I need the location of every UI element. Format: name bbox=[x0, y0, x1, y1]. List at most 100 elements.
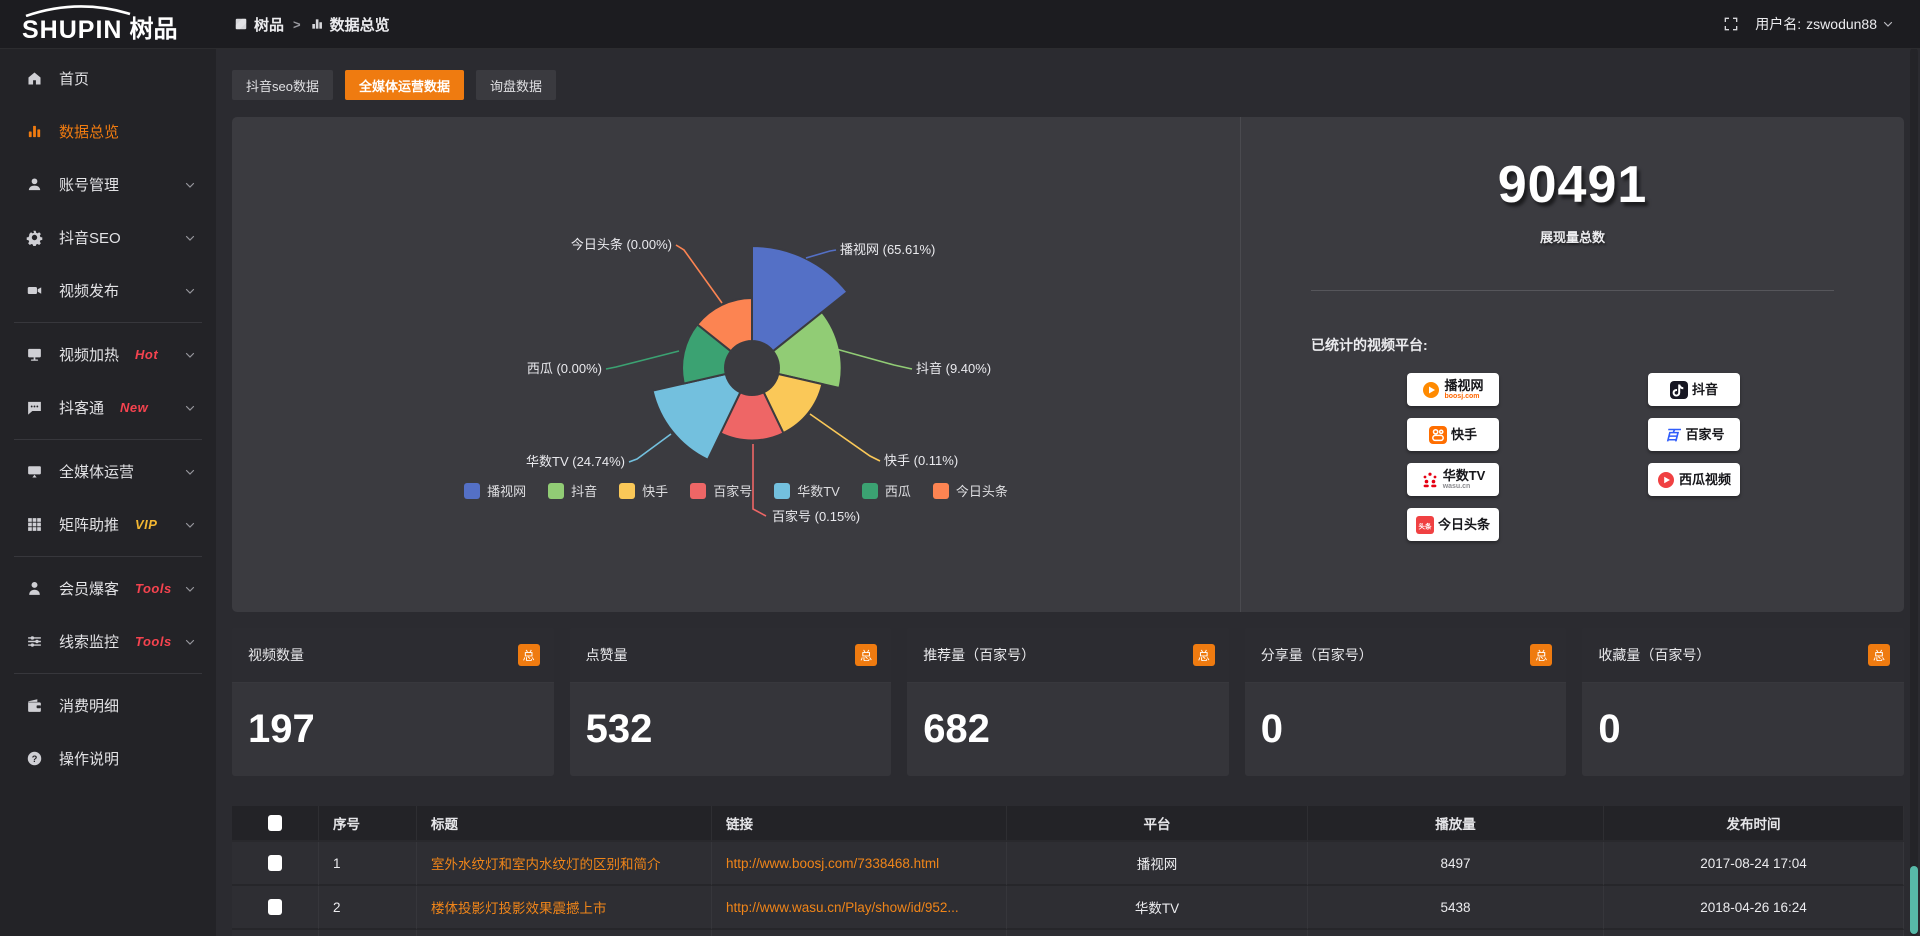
platform-badge-grid: 播视网 boosj.com 抖音 快手 百百家号 华数TV wasu.cn 西瓜视频… bbox=[1241, 373, 1904, 541]
top-header: SHUPIN 树品 树品 > 数据总览 用户名: zswodun88 bbox=[0, 0, 1920, 49]
sidebar-item-operation-guide[interactable]: ? 操作说明 bbox=[0, 732, 216, 785]
chevron-down-icon bbox=[1882, 18, 1894, 30]
sidebar-item-home[interactable]: 首页 bbox=[0, 52, 216, 105]
legend-swatch bbox=[690, 482, 707, 499]
stat-card-value: 682 bbox=[923, 707, 990, 751]
sidebar-item-douyin-seo[interactable]: 抖音SEO bbox=[0, 211, 216, 264]
sidebar-item-data-overview[interactable]: 数据总览 bbox=[0, 105, 216, 158]
sidebar-item-douketong[interactable]: 抖客通 New bbox=[0, 381, 216, 434]
breadcrumb: 树品 > 数据总览 bbox=[234, 14, 390, 35]
sidebar-divider bbox=[14, 439, 202, 440]
label-line bbox=[752, 444, 767, 517]
svg-text:头条: 头条 bbox=[1418, 521, 1432, 530]
sidebar-item-consumption-detail[interactable]: 消费明细 bbox=[0, 679, 216, 732]
total-badge[interactable]: 总 bbox=[1530, 644, 1553, 666]
sliders-icon bbox=[26, 633, 44, 650]
table-row: 2 楼体投影灯投影效果震撼上市 http://www.wasu.cn/Play/… bbox=[232, 886, 1904, 930]
column-header: 序号 bbox=[319, 806, 417, 842]
cell-plays bbox=[1308, 930, 1604, 936]
stat-card-favorite-count: 收藏量（百家号） 总 0 bbox=[1582, 628, 1904, 776]
total-badge[interactable]: 总 bbox=[1867, 644, 1890, 666]
home-icon bbox=[26, 70, 44, 87]
legend-item-今日头条[interactable]: 今日头条 bbox=[932, 481, 1008, 500]
videos-table: 序号 标题 链接 平台 播放量 发布时间 1 室外水纹灯和室内水纹灯的区别和简介 http… bbox=[232, 806, 1904, 936]
cell-index bbox=[319, 930, 417, 936]
wallet-icon bbox=[26, 697, 44, 714]
sidebar-item-account-management[interactable]: 账号管理 bbox=[0, 158, 216, 211]
sidebar-item-video-heating[interactable]: 视频加热 Hot bbox=[0, 328, 216, 381]
scrollbar-thumb[interactable] bbox=[1910, 866, 1918, 934]
summary-divider bbox=[1311, 290, 1834, 291]
cell-title[interactable]: 室外水纹灯和室内水纹灯的区别和简介 bbox=[417, 842, 712, 886]
gear-icon bbox=[26, 229, 44, 246]
svg-text:百: 百 bbox=[1665, 427, 1681, 443]
pie-slice-播视网[interactable] bbox=[751, 244, 849, 353]
cell-link[interactable]: http://www.boosj.com/7338468.html bbox=[712, 842, 1007, 886]
total-badge[interactable]: 总 bbox=[1192, 644, 1215, 666]
stat-card-label: 推荐量（百家号） bbox=[923, 647, 1036, 663]
user-menu[interactable]: 用户名: zswodun88 bbox=[1755, 14, 1894, 34]
platform-badge-kuaishou: 快手 bbox=[1407, 418, 1499, 451]
cell-link[interactable]: http://www.wasu.cn/Play/show/id/952... bbox=[712, 886, 1007, 930]
platform-badge-toutiao: 头条 今日头条 bbox=[1407, 508, 1499, 541]
tab-omni-media-data[interactable]: 全媒体运营数据 bbox=[344, 70, 464, 100]
cell-title[interactable] bbox=[417, 930, 712, 936]
legend-item-快手[interactable]: 快手 bbox=[619, 481, 668, 500]
pie-slice-抖音[interactable] bbox=[771, 310, 843, 390]
app-logo[interactable]: SHUPIN 树品 bbox=[0, 0, 216, 48]
stat-card-label: 分享量（百家号） bbox=[1260, 647, 1373, 663]
select-all-header bbox=[232, 806, 319, 842]
cell-title[interactable]: 楼体投影灯投影效果震撼上市 bbox=[417, 886, 712, 930]
username-label: 用户名: bbox=[1755, 16, 1802, 32]
legend-item-抖音[interactable]: 抖音 bbox=[548, 481, 597, 500]
platform-badge-douyin: 抖音 bbox=[1648, 373, 1740, 406]
stat-card-recommend-count: 推荐量（百家号） 总 682 bbox=[907, 628, 1229, 776]
toutiao-logo-icon: 头条 bbox=[1415, 515, 1434, 534]
row-checkbox[interactable] bbox=[268, 855, 282, 872]
legend-item-播视网[interactable]: 播视网 bbox=[464, 481, 526, 500]
pie-slice-今日头条[interactable] bbox=[695, 296, 753, 353]
stat-cards-row: 视频数量 总 197 点赞量 总 532 推荐量（百家号） 总 682 bbox=[232, 628, 1904, 776]
pie-label: 西瓜 (0.00%) bbox=[527, 361, 602, 376]
breadcrumb-item[interactable]: 数据总览 bbox=[310, 14, 390, 35]
stat-card-label: 视频数量 bbox=[248, 647, 304, 663]
chevron-down-icon bbox=[184, 583, 196, 595]
cell-published bbox=[1604, 930, 1904, 936]
select-all-checkbox[interactable] bbox=[268, 815, 282, 832]
column-header: 平台 bbox=[1007, 806, 1308, 842]
row-checkbox[interactable] bbox=[268, 899, 282, 916]
legend-item-西瓜[interactable]: 西瓜 bbox=[861, 481, 911, 500]
legend-swatch bbox=[861, 482, 878, 499]
total-badge[interactable]: 总 bbox=[517, 644, 540, 666]
pie-label: 抖音 (9.40%) bbox=[916, 361, 991, 376]
pie-slice-华数TV[interactable] bbox=[651, 372, 742, 462]
sidebar-item-matrix-boost[interactable]: 矩阵助推 VIP bbox=[0, 498, 216, 551]
sidebar-item-video-publish[interactable]: 视频发布 bbox=[0, 264, 216, 317]
cell-index: 2 bbox=[319, 886, 417, 930]
platform-badge-boosj: 播视网 boosj.com bbox=[1407, 373, 1499, 406]
sidebar-item-omni-media[interactable]: 全媒体运营 bbox=[0, 445, 216, 498]
tab-inquiry-data[interactable]: 询盘数据 bbox=[475, 70, 556, 100]
breadcrumb-item[interactable]: 树品 bbox=[234, 14, 284, 35]
pie-slice-百家号[interactable] bbox=[719, 390, 785, 442]
legend-item-百家号[interactable]: 百家号 bbox=[690, 481, 752, 500]
platform-badge-wasu: 华数TV wasu.cn bbox=[1407, 463, 1499, 496]
fullscreen-icon[interactable] bbox=[1723, 16, 1739, 32]
cell-index: 1 bbox=[319, 842, 417, 886]
stat-card-value: 197 bbox=[248, 707, 315, 751]
tab-douyin-seo-data[interactable]: 抖音seo数据 bbox=[232, 70, 333, 100]
pie-slice-西瓜[interactable] bbox=[681, 322, 733, 385]
total-badge[interactable]: 总 bbox=[855, 644, 878, 666]
summary-panel: 90491 展现量总数 已统计的视频平台: 播视网 boosj.com 抖音 快手… bbox=[1240, 117, 1904, 612]
sidebar-badge: VIP bbox=[135, 517, 158, 532]
wasu-logo-icon bbox=[1421, 471, 1439, 489]
scrollbar-track[interactable] bbox=[1910, 48, 1918, 936]
legend-item-华数TV[interactable]: 华数TV bbox=[774, 481, 840, 500]
sidebar-item-lead-monitor[interactable]: 线索监控 Tools bbox=[0, 615, 216, 668]
sidebar-item-member-burst[interactable]: 会员爆客 Tools bbox=[0, 562, 216, 615]
pie-slice-快手[interactable] bbox=[762, 372, 824, 435]
cell-link[interactable] bbox=[712, 930, 1007, 936]
sidebar-badge: Hot bbox=[135, 347, 159, 362]
rose-chart-svg: 播视网 (65.61%) 抖音 (9.40%) 快手 (0.11%) 百家号 (0.1… bbox=[526, 237, 991, 524]
